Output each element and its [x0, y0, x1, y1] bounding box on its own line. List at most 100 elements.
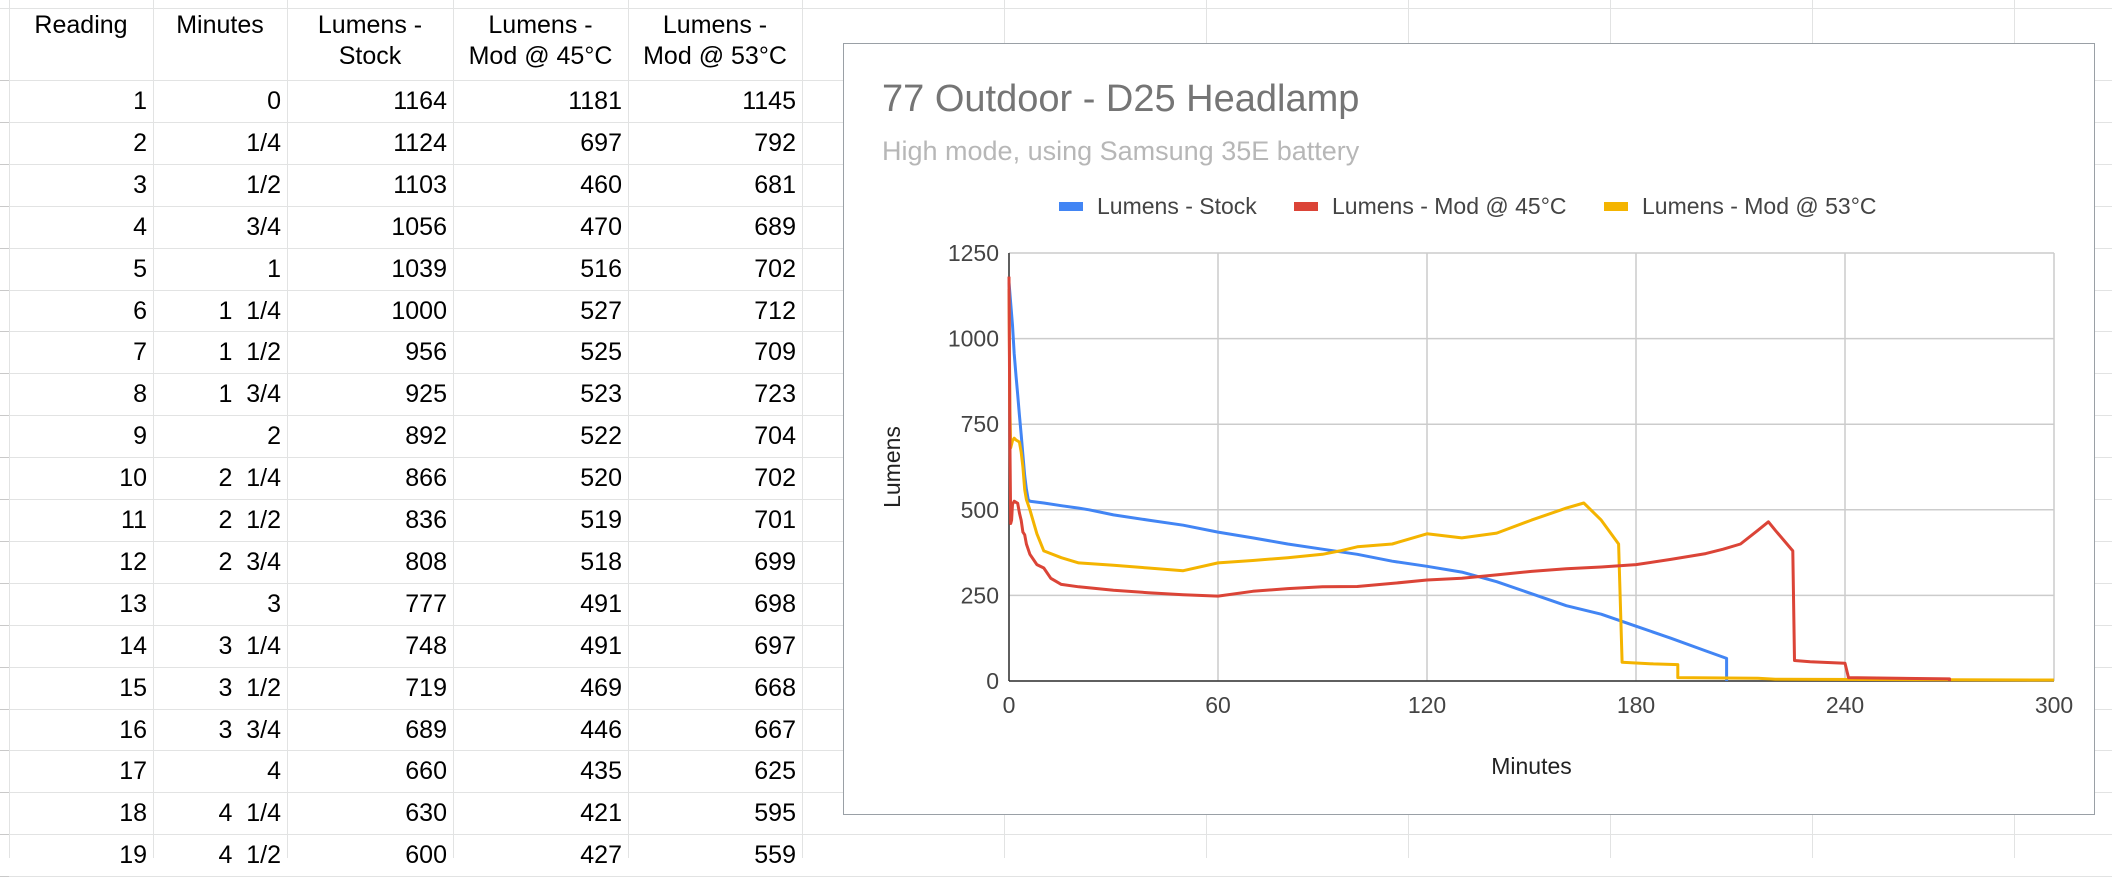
- table-cell[interactable]: 600: [405, 841, 447, 870]
- table-cell[interactable]: 3 1/2: [218, 673, 281, 702]
- table-cell[interactable]: 17: [119, 757, 147, 786]
- table-cell[interactable]: 1124: [393, 128, 447, 157]
- table-cell[interactable]: 3 3/4: [218, 715, 281, 744]
- table-cell[interactable]: 446: [580, 715, 622, 744]
- table-cell[interactable]: 5: [133, 254, 147, 283]
- table-cell[interactable]: 925: [405, 380, 447, 409]
- table-cell[interactable]: 625: [754, 757, 796, 786]
- table-cell[interactable]: 1056: [391, 212, 447, 241]
- table-cell[interactable]: 0: [267, 87, 281, 115]
- table-cell[interactable]: 11: [121, 506, 147, 534]
- table-cell[interactable]: 866: [405, 464, 447, 493]
- table-cell[interactable]: 519: [580, 506, 622, 534]
- table-cell[interactable]: 559: [754, 841, 796, 870]
- table-cell[interactable]: 704: [754, 422, 796, 451]
- table-cell[interactable]: 808: [405, 547, 447, 576]
- table-cell[interactable]: 470: [580, 212, 622, 241]
- column-header[interactable]: Lumens - Mod @ 45°C: [453, 0, 628, 80]
- table-cell[interactable]: 2: [267, 422, 281, 451]
- table-cell[interactable]: 668: [754, 673, 796, 702]
- table-cell[interactable]: 667: [754, 715, 796, 744]
- table-cell[interactable]: 19: [119, 841, 147, 870]
- table-cell[interactable]: 8: [133, 380, 147, 409]
- table-cell[interactable]: 491: [580, 589, 622, 618]
- table-cell[interactable]: 14: [119, 631, 147, 660]
- table-cell[interactable]: 1164: [393, 87, 447, 115]
- table-cell[interactable]: 491: [580, 631, 622, 660]
- table-cell[interactable]: 2 1/2: [218, 506, 281, 534]
- table-cell[interactable]: 15: [119, 673, 147, 702]
- table-cell[interactable]: 836: [405, 506, 447, 534]
- table-cell[interactable]: 522: [580, 422, 622, 451]
- table-cell[interactable]: 16: [119, 715, 147, 744]
- column-header[interactable]: Reading: [9, 0, 153, 80]
- table-cell[interactable]: 427: [580, 841, 622, 870]
- table-cell[interactable]: 2: [133, 128, 147, 157]
- table-cell[interactable]: 1/2: [246, 170, 281, 199]
- table-cell[interactable]: 1145: [742, 87, 796, 115]
- table-cell[interactable]: 1 3/4: [218, 380, 281, 409]
- table-cell[interactable]: 527: [580, 296, 622, 325]
- column-header[interactable]: Minutes: [153, 0, 287, 80]
- table-cell[interactable]: 10: [119, 464, 147, 493]
- table-cell[interactable]: 956: [405, 338, 447, 367]
- chart-panel[interactable]: 77 Outdoor - D25 Headlamp High mode, usi…: [843, 43, 2095, 815]
- table-cell[interactable]: 595: [754, 799, 796, 828]
- table-cell[interactable]: 1000: [391, 296, 447, 325]
- table-cell[interactable]: 702: [754, 464, 796, 493]
- table-cell[interactable]: 12: [119, 547, 147, 576]
- table-cell[interactable]: 1: [267, 254, 281, 283]
- table-cell[interactable]: 681: [754, 170, 796, 199]
- table-cell[interactable]: 1/4: [246, 128, 281, 157]
- table-cell[interactable]: 1103: [393, 170, 447, 199]
- table-cell[interactable]: 697: [754, 631, 796, 660]
- table-cell[interactable]: 523: [580, 380, 622, 409]
- table-cell[interactable]: 525: [580, 338, 622, 367]
- table-cell[interactable]: 630: [405, 799, 447, 828]
- table-cell[interactable]: 719: [405, 673, 447, 702]
- table-cell[interactable]: 1: [133, 87, 147, 115]
- table-cell[interactable]: 3: [267, 589, 281, 618]
- table-cell[interactable]: 748: [405, 631, 447, 660]
- table-cell[interactable]: 4 1/2: [218, 841, 281, 870]
- table-cell[interactable]: 6: [133, 296, 147, 325]
- table-cell[interactable]: 660: [405, 757, 447, 786]
- table-cell[interactable]: 516: [580, 254, 622, 283]
- table-cell[interactable]: 699: [754, 547, 796, 576]
- table-cell[interactable]: 2 1/4: [218, 464, 281, 493]
- table-cell[interactable]: 1039: [391, 254, 447, 283]
- table-cell[interactable]: 698: [754, 589, 796, 618]
- table-cell[interactable]: 689: [405, 715, 447, 744]
- table-cell[interactable]: 2 3/4: [218, 547, 281, 576]
- column-header[interactable]: Lumens - Stock: [287, 0, 453, 80]
- table-cell[interactable]: 18: [119, 799, 147, 828]
- table-cell[interactable]: 702: [754, 254, 796, 283]
- table-cell[interactable]: 460: [580, 170, 622, 199]
- table-cell[interactable]: 13: [119, 589, 147, 618]
- table-cell[interactable]: 1 1/4: [218, 296, 281, 325]
- table-cell[interactable]: 1181: [568, 87, 622, 115]
- table-cell[interactable]: 4: [267, 757, 281, 786]
- table-cell[interactable]: 4 1/4: [218, 799, 281, 828]
- table-cell[interactable]: 520: [580, 464, 622, 493]
- table-cell[interactable]: 697: [580, 128, 622, 157]
- table-cell[interactable]: 723: [754, 380, 796, 409]
- table-cell[interactable]: 777: [405, 589, 447, 618]
- table-cell[interactable]: 7: [133, 338, 147, 367]
- table-cell[interactable]: 435: [580, 757, 622, 786]
- table-cell[interactable]: 1 1/2: [218, 338, 281, 367]
- table-cell[interactable]: 421: [580, 799, 622, 828]
- column-header[interactable]: Lumens - Mod @ 53°C: [628, 0, 802, 80]
- table-cell[interactable]: 792: [754, 128, 796, 157]
- table-cell[interactable]: 3 1/4: [218, 631, 281, 660]
- table-cell[interactable]: 3: [133, 170, 147, 199]
- table-cell[interactable]: 4: [133, 212, 147, 241]
- table-cell[interactable]: 701: [754, 506, 796, 534]
- table-cell[interactable]: 712: [754, 296, 796, 325]
- table-cell[interactable]: 709: [754, 338, 796, 367]
- table-cell[interactable]: 518: [580, 547, 622, 576]
- table-cell[interactable]: 892: [405, 422, 447, 451]
- table-cell[interactable]: 3/4: [246, 212, 281, 241]
- table-cell[interactable]: 9: [133, 422, 147, 451]
- table-cell[interactable]: 469: [580, 673, 622, 702]
